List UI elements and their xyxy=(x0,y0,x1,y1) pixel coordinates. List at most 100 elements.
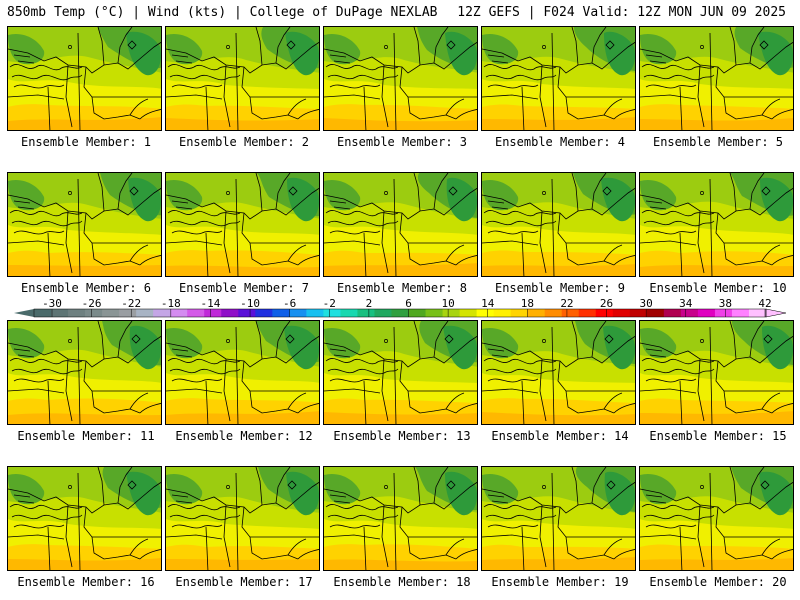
colorbar-swatch xyxy=(527,309,546,317)
colorbar-swatch xyxy=(578,309,597,317)
ensemble-member-label: Ensemble Member: 18 xyxy=(333,575,471,589)
ensemble-member-map xyxy=(165,466,320,571)
colorbar-swatch xyxy=(85,309,103,317)
colorbar-swatch xyxy=(544,309,563,317)
ensemble-member-map xyxy=(323,26,478,131)
colorbar-swatch xyxy=(119,309,137,317)
colorbar-swatch xyxy=(289,309,307,317)
colorbar-swatch xyxy=(153,309,171,317)
ensemble-member-label: Ensemble Member: 19 xyxy=(491,575,629,589)
ensemble-member-label: Ensemble Member: 1 xyxy=(20,135,152,149)
colorbar-tick-label: 42 xyxy=(758,297,771,310)
colorbar-swatch xyxy=(612,309,631,317)
colorbar-tick-label: -6 xyxy=(283,297,296,310)
colorbar-swatch xyxy=(561,309,580,317)
colorbar-swatch xyxy=(204,309,222,317)
colorbar-swatch xyxy=(629,309,648,317)
colorbar-swatch xyxy=(646,309,665,317)
ensemble-member-map xyxy=(639,26,794,131)
colorbar-swatch xyxy=(510,309,529,317)
colorbar-swatch xyxy=(408,309,427,317)
ensemble-member-map xyxy=(165,320,320,425)
colorbar-tick-label: 26 xyxy=(600,297,613,310)
colorbar-swatch xyxy=(680,309,699,317)
colorbar-swatch xyxy=(323,309,341,317)
colorbar-swatch xyxy=(425,309,444,317)
colorbar-swatch xyxy=(187,309,205,317)
colorbar-swatch xyxy=(374,309,392,317)
colorbar-tick-label: 30 xyxy=(640,297,653,310)
ensemble-member-label: Ensemble Member: 20 xyxy=(649,575,787,589)
colorbar-tick-label: 22 xyxy=(560,297,573,310)
ensemble-member-label: Ensemble Member: 4 xyxy=(494,135,626,149)
colorbar-tick-label: 2 xyxy=(366,297,373,310)
ensemble-member-map xyxy=(7,320,162,425)
colorbar-tick-label: -30 xyxy=(42,297,62,310)
colorbar-tick-label: -14 xyxy=(201,297,221,310)
ensemble-member-map xyxy=(481,26,636,131)
ensemble-member-map xyxy=(323,320,478,425)
ensemble-member-map xyxy=(639,466,794,571)
colorbar-swatch xyxy=(34,309,52,317)
ensemble-member-label: Ensemble Member: 11 xyxy=(17,429,155,443)
colorbar-outline xyxy=(33,308,767,318)
colorbar-swatch xyxy=(595,309,614,317)
chart-title: 850mb Temp (°C) | Wind (kts) | College o… xyxy=(7,5,438,20)
ensemble-member-label: Ensemble Member: 9 xyxy=(494,281,626,295)
ensemble-member-map xyxy=(639,172,794,277)
ensemble-member-label: Ensemble Member: 16 xyxy=(17,575,155,589)
ensemble-member-label: Ensemble Member: 5 xyxy=(652,135,784,149)
ensemble-member-label: Ensemble Member: 10 xyxy=(649,281,787,295)
colorbar-tick-label: -26 xyxy=(82,297,102,310)
ensemble-member-map xyxy=(7,172,162,277)
ensemble-member-map xyxy=(639,320,794,425)
colorbar-tick-label: -22 xyxy=(121,297,141,310)
colorbar-swatch xyxy=(68,309,86,317)
colorbar-swatch xyxy=(340,309,358,317)
colorbar-left-arrow xyxy=(14,309,34,317)
colorbar-tick-label: 34 xyxy=(679,297,693,310)
colorbar-swatch xyxy=(663,309,682,317)
ensemble-member-map xyxy=(481,466,636,571)
ensemble-member-map xyxy=(165,172,320,277)
ensemble-member-map xyxy=(481,172,636,277)
colorbar-swatch xyxy=(748,309,767,317)
ensemble-member-map xyxy=(323,172,478,277)
colorbar-swatch xyxy=(476,309,495,317)
colorbar-swatch xyxy=(221,309,239,317)
colorbar-tick-label: -18 xyxy=(161,297,181,310)
ensemble-member-label: Ensemble Member: 17 xyxy=(175,575,313,589)
colorbar-swatch xyxy=(714,309,733,317)
colorbar-tick-label: -2 xyxy=(323,297,336,310)
colorbar-swatch xyxy=(255,309,273,317)
colorbar-swatch xyxy=(442,309,461,317)
ensemble-member-map xyxy=(7,466,162,571)
temperature-colorbar: -30 -26 -22 -18 -14 -10 -6 -2 2 6 10 14 18 22 26 30 34 38… xyxy=(14,297,787,318)
colorbar-tick-label: 38 xyxy=(719,297,732,310)
ensemble-member-label: Ensemble Member: 2 xyxy=(178,135,310,149)
colorbar-swatch xyxy=(731,309,750,317)
ensemble-member-label: Ensemble Member: 15 xyxy=(649,429,787,443)
ensemble-member-map xyxy=(481,320,636,425)
colorbar-tick-label: -10 xyxy=(240,297,260,310)
ensemble-member-label: Ensemble Member: 6 xyxy=(20,281,152,295)
colorbar-swatch xyxy=(272,309,290,317)
colorbar-swatch xyxy=(493,309,512,317)
colorbar-swatch xyxy=(136,309,154,317)
ensemble-member-label: Ensemble Member: 13 xyxy=(333,429,471,443)
colorbar-tick-label: 14 xyxy=(481,297,495,310)
ensemble-member-map xyxy=(323,466,478,571)
ensemble-member-label: Ensemble Member: 3 xyxy=(336,135,468,149)
colorbar-right-arrow xyxy=(765,308,787,318)
colorbar-swatch xyxy=(697,309,716,317)
colorbar-swatch xyxy=(238,309,256,317)
ensemble-member-label: Ensemble Member: 12 xyxy=(175,429,313,443)
colorbar-swatch xyxy=(51,309,69,317)
ensemble-member-label: Ensemble Member: 14 xyxy=(491,429,629,443)
colorbar-swatch xyxy=(391,309,410,317)
colorbar-swatch xyxy=(306,309,324,317)
ensemble-member-map xyxy=(165,26,320,131)
colorbar-tick-label: 10 xyxy=(441,297,454,310)
ensemble-member-label: Ensemble Member: 7 xyxy=(178,281,310,295)
colorbar-swatch xyxy=(170,309,188,317)
